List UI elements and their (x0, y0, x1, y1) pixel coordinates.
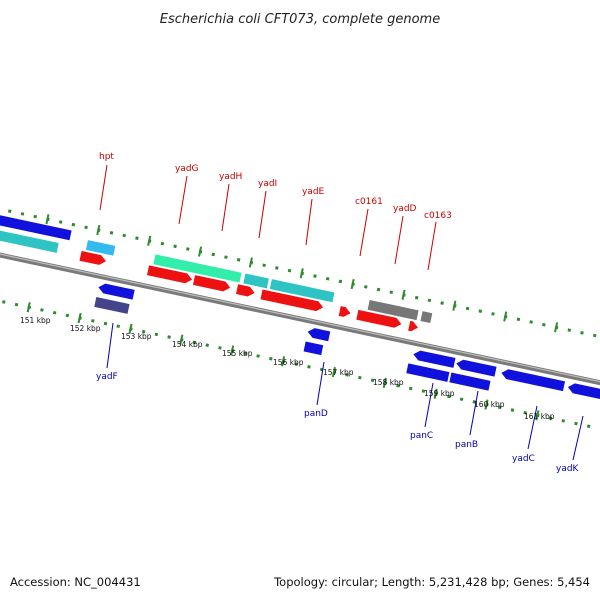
label-panD: panD (304, 409, 328, 419)
backbone (0, 250, 600, 387)
feature-hpt (85, 240, 116, 256)
top-major-tick (554, 322, 559, 333)
feature-yadF (94, 297, 130, 314)
label-c0163: c0163 (424, 211, 452, 221)
feature-yadG (153, 254, 242, 283)
gene-c0161[interactable] (338, 306, 352, 318)
top-major-tick (503, 311, 508, 322)
tick-label-155: 155 kbp (222, 349, 253, 358)
feature-panD (303, 341, 324, 356)
gene-panD[interactable] (307, 327, 331, 342)
top-major-tick (350, 278, 355, 290)
gene-left-edge[interactable] (0, 214, 72, 241)
bottom-major-tick (281, 356, 286, 367)
top-major-tick (299, 268, 304, 279)
label-panC: panC (410, 431, 433, 441)
gene-c0163[interactable] (408, 320, 419, 333)
tick-label-154: 154 kbp (172, 340, 203, 349)
gene-yadI[interactable] (236, 284, 256, 298)
tick-label-160: 160 kbp (474, 400, 505, 409)
top-major-tick (452, 300, 457, 311)
bottom-major-tick (535, 410, 540, 421)
backbone-highlight (0, 251, 600, 384)
label-yadK: yadK (556, 464, 580, 474)
top-major-tick (96, 224, 101, 236)
label-yadH: yadH (219, 172, 242, 182)
feature-panC (406, 363, 450, 382)
genome-summary-text: Topology: circular; Length: 5,231,428 bp… (274, 575, 590, 589)
feature-left-edge (0, 229, 59, 253)
feature-yadH (243, 273, 269, 289)
bottom-major-tick (331, 366, 336, 378)
gene-yadC[interactable] (500, 368, 566, 392)
gene-yadD[interactable] (356, 309, 402, 329)
label-yadD: yadD (393, 204, 417, 214)
tick-label-157: 157 kbp (323, 368, 354, 377)
bottom-major-tick (230, 345, 235, 356)
map-body (0, 209, 600, 430)
feature-panB (449, 372, 491, 391)
label-panB: panB (455, 440, 478, 450)
top-major-tick (45, 214, 50, 225)
feature-c0163 (420, 311, 433, 324)
bottom-ticks (26, 302, 540, 421)
gene-yadH[interactable] (192, 275, 231, 292)
tick-label-151: 151 kbp (20, 316, 51, 325)
label-yadF: yadF (96, 372, 118, 382)
gene-hpt[interactable] (79, 250, 107, 266)
tick-label-153: 153 kbp (121, 332, 152, 341)
bottom-major-tick (77, 312, 82, 324)
top-ticks (45, 214, 559, 333)
label-hpt: hpt (99, 152, 114, 162)
reverse-labels: yadF panD panC panB yadC yadK (96, 322, 584, 474)
bottom-major-tick (128, 323, 133, 334)
tick-labels: 151 kbp 152 kbp 153 kbp 154 kbp 155 kbp … (20, 316, 555, 421)
gene-yadK[interactable] (567, 382, 600, 404)
bottom-major-tick (433, 388, 438, 399)
gene-panB[interactable] (455, 358, 497, 377)
gene-yadF-upper[interactable] (97, 282, 135, 300)
bottom-major-tick (484, 399, 489, 410)
map-title: Escherichia coli CFT073, complete genome (160, 12, 440, 27)
tick-label-152: 152 kbp (70, 324, 101, 333)
gene-yadE[interactable] (260, 289, 324, 312)
label-yadG: yadG (175, 164, 199, 174)
label-yadE: yadE (302, 187, 325, 197)
feature-yadE (269, 279, 335, 303)
bottom-major-tick (179, 334, 184, 345)
gene-panC[interactable] (412, 349, 456, 368)
feature-yadD (367, 299, 419, 321)
tick-label-159: 159 kbp (424, 389, 455, 398)
tick-label-158: 158 kbp (373, 378, 404, 387)
label-yadI: yadI (258, 179, 277, 189)
tick-label-161: 161 kbp (524, 412, 555, 421)
gene-yadG[interactable] (146, 265, 193, 284)
tick-label-156: 156 kbp (273, 358, 304, 367)
top-major-tick (401, 289, 406, 300)
top-major-tick (248, 257, 253, 268)
label-c0161: c0161 (355, 197, 383, 207)
label-yadC: yadC (512, 454, 535, 464)
top-major-tick (198, 246, 203, 257)
accession-text: Accession: NC_004431 (10, 575, 141, 589)
bottom-major-tick (26, 302, 31, 313)
bottom-major-tick (382, 377, 387, 389)
top-major-tick (147, 235, 152, 246)
forward-labels: hpt yadG yadH yadI yadE c0161 yadD c0163 (99, 152, 452, 271)
